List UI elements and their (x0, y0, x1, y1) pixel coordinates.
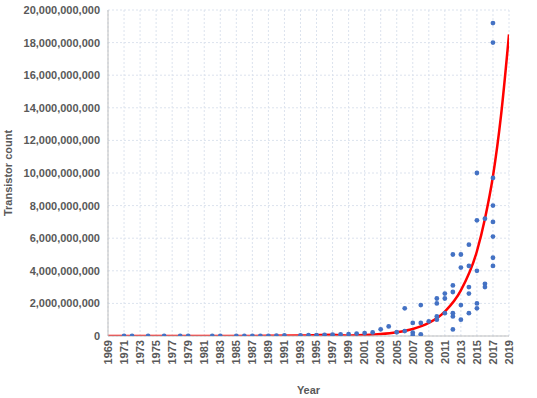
svg-text:18,000,000,000: 18,000,000,000 (24, 37, 100, 49)
svg-text:2019: 2019 (503, 340, 515, 364)
svg-text:2009: 2009 (423, 340, 435, 364)
svg-text:0: 0 (94, 330, 100, 342)
svg-text:1991: 1991 (278, 340, 290, 364)
svg-text:8,000,000,000: 8,000,000,000 (30, 200, 100, 212)
svg-text:1969: 1969 (102, 340, 114, 364)
svg-text:1993: 1993 (294, 340, 306, 364)
svg-text:12,000,000,000: 12,000,000,000 (24, 134, 100, 146)
svg-text:2007: 2007 (407, 340, 419, 364)
svg-text:2017: 2017 (487, 340, 499, 364)
svg-text:1981: 1981 (198, 340, 210, 364)
svg-text:6,000,000,000: 6,000,000,000 (30, 232, 100, 244)
svg-text:2005: 2005 (391, 340, 403, 364)
svg-text:1971: 1971 (118, 340, 130, 364)
svg-text:1987: 1987 (246, 340, 258, 364)
svg-text:2,000,000,000: 2,000,000,000 (30, 297, 100, 309)
svg-text:1997: 1997 (326, 340, 338, 364)
svg-text:1979: 1979 (182, 340, 194, 364)
svg-text:1977: 1977 (166, 340, 178, 364)
svg-text:14,000,000,000: 14,000,000,000 (24, 102, 100, 114)
svg-text:2011: 2011 (439, 340, 451, 364)
svg-text:4,000,000,000: 4,000,000,000 (30, 265, 100, 277)
svg-text:Year: Year (297, 384, 321, 396)
svg-text:1989: 1989 (262, 340, 274, 364)
svg-text:20,000,000,000: 20,000,000,000 (24, 4, 100, 16)
svg-text:1973: 1973 (134, 340, 146, 364)
svg-text:10,000,000,000: 10,000,000,000 (24, 167, 100, 179)
svg-text:1983: 1983 (214, 340, 226, 364)
svg-text:1985: 1985 (230, 340, 242, 364)
svg-text:2013: 2013 (455, 340, 467, 364)
svg-text:2015: 2015 (471, 340, 483, 364)
svg-text:1999: 1999 (342, 340, 354, 364)
svg-text:1995: 1995 (310, 340, 322, 364)
svg-text:16,000,000,000: 16,000,000,000 (24, 69, 100, 81)
svg-text:Transistor count: Transistor count (8, 130, 14, 217)
svg-text:1975: 1975 (150, 340, 162, 364)
svg-text:2001: 2001 (358, 340, 370, 364)
svg-text:2003: 2003 (374, 340, 386, 364)
